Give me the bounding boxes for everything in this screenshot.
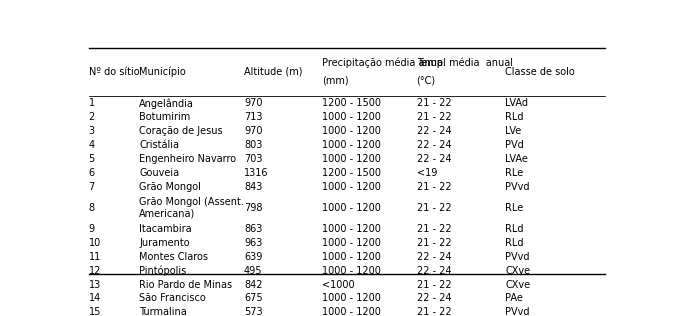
Text: Montes Claros: Montes Claros <box>139 252 209 262</box>
Text: (mm): (mm) <box>323 76 349 86</box>
Text: 675: 675 <box>244 294 263 303</box>
Text: 22 - 24: 22 - 24 <box>416 252 451 262</box>
Text: 21 - 22: 21 - 22 <box>416 182 451 192</box>
Text: 6: 6 <box>88 168 94 178</box>
Text: 7: 7 <box>88 182 94 192</box>
Text: Cristália: Cristália <box>139 140 180 150</box>
Text: 1000 - 1200: 1000 - 1200 <box>323 203 381 213</box>
Text: Nº do sítio: Nº do sítio <box>88 67 139 77</box>
Text: 14: 14 <box>88 294 101 303</box>
Text: 21 - 22: 21 - 22 <box>416 112 451 122</box>
Text: 573: 573 <box>244 307 263 316</box>
Text: PVvd: PVvd <box>506 307 530 316</box>
Text: 21 - 22: 21 - 22 <box>416 224 451 234</box>
Text: 842: 842 <box>244 280 263 289</box>
Text: 639: 639 <box>244 252 263 262</box>
Text: Grão Mongol (Assent.: Grão Mongol (Assent. <box>139 197 244 207</box>
Text: 803: 803 <box>244 140 263 150</box>
Text: LVAd: LVAd <box>506 98 529 108</box>
Text: LVe: LVe <box>506 126 522 136</box>
Text: 1200 - 1500: 1200 - 1500 <box>323 168 381 178</box>
Text: Classe de solo: Classe de solo <box>506 67 575 77</box>
Text: 843: 843 <box>244 182 263 192</box>
Text: 1000 - 1200: 1000 - 1200 <box>323 238 381 248</box>
Text: 1000 - 1200: 1000 - 1200 <box>323 265 381 276</box>
Text: 2: 2 <box>88 112 94 122</box>
Text: 11: 11 <box>88 252 101 262</box>
Text: Botumirim: Botumirim <box>139 112 190 122</box>
Text: Município: Município <box>139 67 186 77</box>
Text: 21 - 22: 21 - 22 <box>416 238 451 248</box>
Text: 3: 3 <box>88 126 94 136</box>
Text: 21 - 22: 21 - 22 <box>416 203 451 213</box>
Text: 22 - 24: 22 - 24 <box>416 265 451 276</box>
Text: 13: 13 <box>88 280 101 289</box>
Text: RLe: RLe <box>506 168 524 178</box>
Text: <1000: <1000 <box>323 280 355 289</box>
Text: RLd: RLd <box>506 112 524 122</box>
Text: 12: 12 <box>88 265 101 276</box>
Text: 1000 - 1200: 1000 - 1200 <box>323 307 381 316</box>
Text: 22 - 24: 22 - 24 <box>416 140 451 150</box>
Text: 1000 - 1200: 1000 - 1200 <box>323 182 381 192</box>
Text: RLe: RLe <box>506 203 524 213</box>
Text: Precipitação média anual: Precipitação média anual <box>323 58 446 68</box>
Text: Americana): Americana) <box>139 209 196 219</box>
Text: Angelândia: Angelândia <box>139 98 194 108</box>
Text: 1000 - 1200: 1000 - 1200 <box>323 112 381 122</box>
Text: 22 - 24: 22 - 24 <box>416 126 451 136</box>
Text: 970: 970 <box>244 98 263 108</box>
Text: Engenheiro Navarro: Engenheiro Navarro <box>139 154 236 164</box>
Text: CXve: CXve <box>506 280 531 289</box>
Text: 4: 4 <box>88 140 94 150</box>
Text: 22 - 24: 22 - 24 <box>416 294 451 303</box>
Text: 970: 970 <box>244 126 263 136</box>
Text: LVAe: LVAe <box>506 154 529 164</box>
Text: <19: <19 <box>416 168 437 178</box>
Text: Turmalina: Turmalina <box>139 307 187 316</box>
Text: PVvd: PVvd <box>506 252 530 262</box>
Text: RLd: RLd <box>506 224 524 234</box>
Text: São Francisco: São Francisco <box>139 294 206 303</box>
Text: 798: 798 <box>244 203 263 213</box>
Text: 1000 - 1200: 1000 - 1200 <box>323 294 381 303</box>
Text: 1200 - 1500: 1200 - 1500 <box>323 98 381 108</box>
Text: PVvd: PVvd <box>506 182 530 192</box>
Text: PAe: PAe <box>506 294 523 303</box>
Text: 21 - 22: 21 - 22 <box>416 280 451 289</box>
Text: Grão Mongol: Grão Mongol <box>139 182 201 192</box>
Text: 1000 - 1200: 1000 - 1200 <box>323 126 381 136</box>
Text: 5: 5 <box>88 154 94 164</box>
Text: PVd: PVd <box>506 140 524 150</box>
Text: 22 - 24: 22 - 24 <box>416 154 451 164</box>
Text: Altitude (m): Altitude (m) <box>244 67 302 77</box>
Text: Coração de Jesus: Coração de Jesus <box>139 126 223 136</box>
Text: Juramento: Juramento <box>139 238 190 248</box>
Text: CXve: CXve <box>506 265 531 276</box>
Text: 21 - 22: 21 - 22 <box>416 98 451 108</box>
Text: 1000 - 1200: 1000 - 1200 <box>323 154 381 164</box>
Text: 8: 8 <box>88 203 94 213</box>
Text: 1000 - 1200: 1000 - 1200 <box>323 252 381 262</box>
Text: 1000 - 1200: 1000 - 1200 <box>323 224 381 234</box>
Text: 1: 1 <box>88 98 94 108</box>
Text: Itacambira: Itacambira <box>139 224 192 234</box>
Text: 495: 495 <box>244 265 263 276</box>
Text: RLd: RLd <box>506 238 524 248</box>
Text: 703: 703 <box>244 154 263 164</box>
Text: 863: 863 <box>244 224 263 234</box>
Text: 9: 9 <box>88 224 94 234</box>
Text: 1316: 1316 <box>244 168 269 178</box>
Text: 1000 - 1200: 1000 - 1200 <box>323 140 381 150</box>
Text: 963: 963 <box>244 238 263 248</box>
Text: Temp. média  anual: Temp. média anual <box>416 58 512 68</box>
Text: Gouveia: Gouveia <box>139 168 180 178</box>
Text: Rio Pardo de Minas: Rio Pardo de Minas <box>139 280 232 289</box>
Text: 15: 15 <box>88 307 101 316</box>
Text: (°C): (°C) <box>416 76 435 86</box>
Text: 713: 713 <box>244 112 263 122</box>
Text: Pintópolis: Pintópolis <box>139 265 186 276</box>
Text: 21 - 22: 21 - 22 <box>416 307 451 316</box>
Text: 10: 10 <box>88 238 101 248</box>
